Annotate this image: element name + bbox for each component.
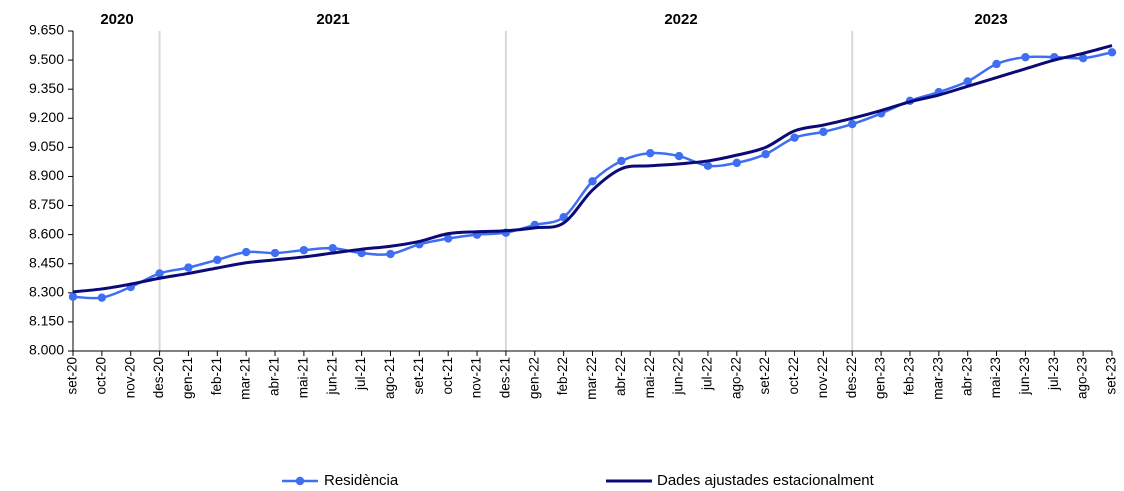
y-tick-label: 9.500 [29,51,64,67]
y-tick-label: 8.300 [29,284,64,300]
x-tick-label: jul-23 [1046,357,1061,391]
y-tick-label: 8.450 [29,254,64,270]
x-tick-label: jul-21 [353,357,368,391]
point [155,269,164,278]
point [703,161,713,170]
point [1078,53,1088,63]
point [848,119,857,129]
x-tick-label: mar-23 [930,357,945,400]
x-tick-label: jul-22 [700,357,715,391]
x-tick-label: abr-22 [613,357,628,396]
series-line [72,44,1113,294]
point [761,149,770,159]
x-tick-label: gen-23 [873,357,888,399]
y-tick-label: 8.900 [29,167,64,183]
x-tick-label: mai-23 [988,357,1003,398]
point [299,245,309,255]
x-tick-label: oct-22 [786,357,801,395]
x-tick-label: ago-22 [728,357,743,399]
x-tick-label: oct-20 [93,357,108,395]
x-tick-label: feb-21 [209,357,224,395]
x-tick-label: mar-21 [238,357,253,400]
point [213,255,222,265]
year-label: 2021 [316,11,349,28]
x-tick-label: des-21 [497,357,512,398]
x-tick-label: des-22 [844,357,859,398]
year-label: 2023 [974,11,1007,28]
point [992,59,1001,69]
point [559,212,568,222]
x-tick-label: ago-23 [1075,357,1090,399]
x-tick-label: des-20 [151,357,166,398]
x-tick-label: gen-21 [180,357,195,399]
point [184,263,193,272]
legend-label: Dades ajustades estacionalment [657,472,875,489]
point [68,292,78,301]
y-tick-label: 8.600 [29,225,64,241]
point [674,151,684,161]
point [357,248,366,258]
x-tick-label: abr-23 [959,357,974,396]
y-tick-label: 9.200 [29,109,64,125]
x-tick-label: mar-22 [584,357,599,400]
point [97,293,107,302]
x-tick-label: gen-22 [526,357,541,399]
x-tick-label: ago-21 [382,357,397,399]
point [270,248,280,258]
point [328,244,337,253]
point [588,177,597,186]
point [963,77,972,86]
point [1021,52,1030,62]
legend-marker [295,476,305,486]
x-tick-label: jun-22 [671,357,686,396]
x-tick-label: nov-20 [122,357,137,398]
x-tick-label: mai-22 [642,357,657,398]
point [241,247,251,257]
point [617,156,626,166]
point [819,127,828,137]
point [1107,48,1117,57]
year-label: 2022 [664,11,697,28]
y-tick-label: 9.050 [29,138,64,154]
x-tick-label: feb-23 [902,357,917,395]
point [386,249,395,259]
point [646,148,655,158]
x-tick-label: set-22 [757,357,772,395]
legend-label: Residència [324,472,399,489]
x-tick-label: oct-21 [440,357,455,395]
x-tick-label: mai-21 [295,357,310,398]
y-tick-label: 9.350 [29,80,64,96]
point [790,133,799,142]
point [732,158,742,168]
y-tick-label: 8.150 [29,313,64,329]
x-tick-label: feb-22 [555,357,570,395]
x-tick-label: nov-21 [469,357,484,398]
point [443,234,453,243]
y-tick-label: 8.000 [29,342,64,358]
x-tick-label: set-21 [411,357,426,395]
x-tick-label: abr-21 [267,357,282,396]
x-tick-label: set-23 [1104,357,1119,395]
year-label: 2020 [100,11,133,28]
x-tick-label: set-20 [65,357,80,395]
y-tick-label: 9.650 [29,22,64,38]
x-tick-label: nov-22 [815,357,830,398]
x-tick-label: jun-21 [324,357,339,396]
y-tick-label: 8.750 [29,196,64,212]
x-tick-label: jun-23 [1017,357,1032,396]
